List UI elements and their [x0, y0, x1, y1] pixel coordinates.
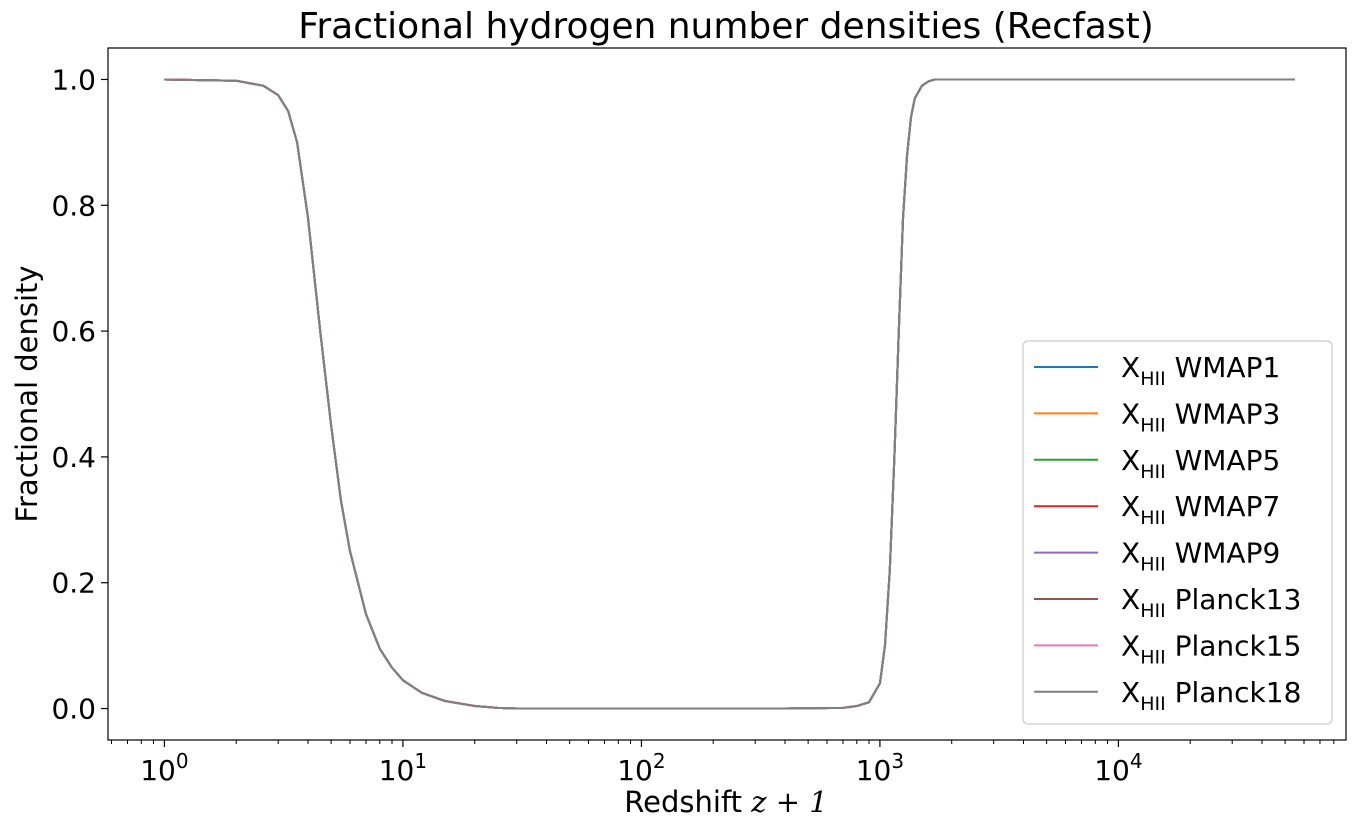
- legend-entry-label: XHII WMAP7: [1121, 490, 1280, 529]
- x-tick-label: 103: [856, 749, 904, 787]
- y-axis-label: Fractional density: [10, 265, 44, 522]
- x-axis-label-math: z + 1: [750, 785, 827, 819]
- y-tick-label: 1.0: [51, 63, 96, 96]
- x-tick-label: 104: [1094, 749, 1142, 787]
- y-axis-ticks: 0.0 0.2 0.4 0.6 0.8 1.0: [51, 63, 108, 726]
- legend-items: XHII WMAP1 XHII WMAP3 XHII WMAP5 XHII WMAP7…: [1034, 351, 1301, 715]
- legend-frame: [1022, 340, 1333, 725]
- x-axis-label: Redshift z + 1: [624, 785, 827, 819]
- series-line-8: [164, 78, 1295, 710]
- y-tick-label: 0.6: [51, 315, 96, 348]
- legend-entry-label: XHII WMAP1: [1121, 351, 1280, 390]
- x-tick-label: 101: [379, 749, 427, 787]
- chart-title: Fractional hydrogen number densities (Re…: [298, 6, 1154, 47]
- legend-entry-label: XHII Planck13: [1121, 583, 1301, 622]
- x-axis-label-text: Redshift: [624, 785, 751, 819]
- legend-entry-label: XHII Planck18: [1121, 676, 1301, 715]
- y-tick-label: 0.2: [51, 567, 96, 600]
- y-tick-label: 0.4: [51, 441, 96, 474]
- x-axis-ticks: 100 101 102 103 104: [111, 740, 1335, 787]
- legend-entry-label: XHII WMAP9: [1121, 537, 1280, 576]
- axes-frame: [107, 47, 1347, 741]
- x-tick-label: 102: [617, 749, 665, 787]
- y-tick-label: 0.0: [51, 693, 96, 726]
- x-tick-label: 100: [140, 749, 188, 787]
- legend-entry-label: XHII WMAP3: [1121, 397, 1280, 436]
- series-layer: [164, 78, 1295, 710]
- legend-entry-label: XHII WMAP5: [1121, 444, 1280, 483]
- y-tick-label: 0.8: [51, 189, 96, 222]
- legend-entry-label: XHII Planck15: [1121, 629, 1301, 668]
- legend: XHII WMAP1 XHII WMAP3 XHII WMAP5 XHII WMAP7…: [1022, 340, 1333, 725]
